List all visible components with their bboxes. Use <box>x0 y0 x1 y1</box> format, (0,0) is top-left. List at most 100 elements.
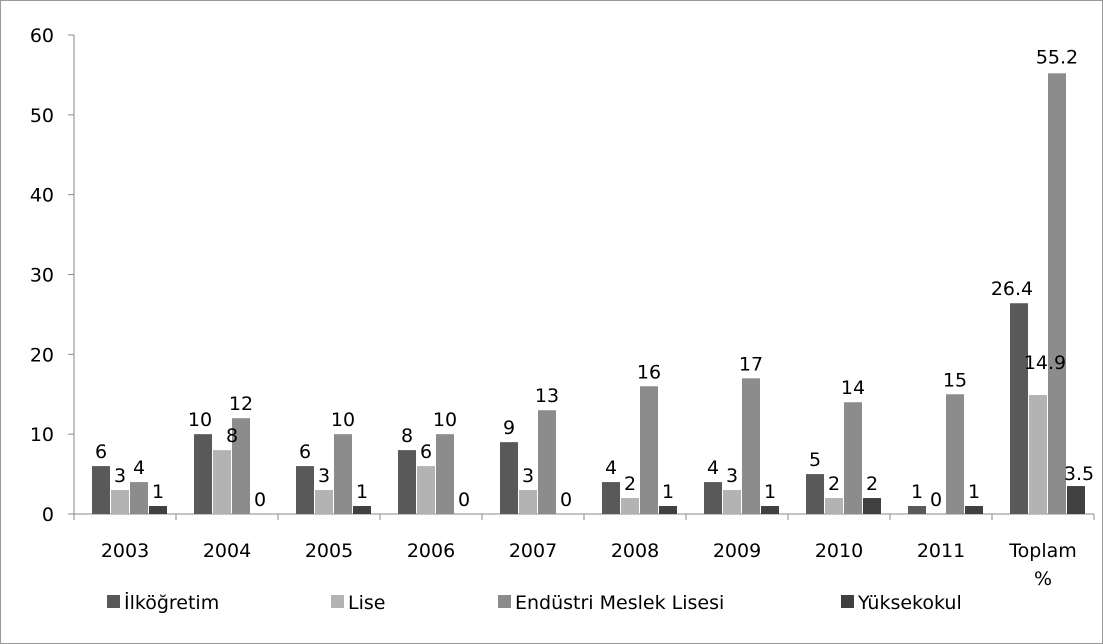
data-label: 1 <box>356 481 368 503</box>
x-tick-label: Toplam% <box>1008 540 1077 590</box>
legend-item: Endüstri Meslek Lisesi <box>498 592 724 614</box>
bar <box>232 418 250 514</box>
bar <box>353 506 371 514</box>
data-label: 0 <box>560 489 572 511</box>
data-label: 26.4 <box>991 278 1033 300</box>
y-tick-label: 20 <box>30 344 54 366</box>
bar <box>500 442 518 514</box>
data-label: 1 <box>968 481 980 503</box>
bar <box>1010 303 1028 514</box>
data-label: 12 <box>229 393 253 415</box>
bar <box>213 450 231 514</box>
x-tick-label: 2008 <box>611 540 659 562</box>
x-tick-label: 2011 <box>917 540 965 562</box>
data-label: 10 <box>433 409 457 431</box>
data-label: 6 <box>299 441 311 463</box>
bar <box>602 482 620 514</box>
data-label: 17 <box>739 353 763 375</box>
data-label: 10 <box>188 409 212 431</box>
data-label: 55.2 <box>1036 46 1078 68</box>
data-label: 2 <box>828 473 840 495</box>
bar <box>334 434 352 514</box>
bar <box>1029 395 1047 514</box>
bar <box>723 490 741 514</box>
legend-item: Yüksekokul <box>841 592 962 614</box>
y-tick-label: 60 <box>30 25 54 47</box>
data-label: 3 <box>318 465 330 487</box>
legend-label: Lise <box>348 592 385 614</box>
legend-label: Endüstri Meslek Lisesi <box>515 592 724 614</box>
bar <box>825 498 843 514</box>
data-label: 2 <box>624 473 636 495</box>
data-label: 8 <box>401 425 413 447</box>
legend-swatch <box>841 595 854 608</box>
x-tick-label: 2003 <box>101 540 149 562</box>
data-label: 1 <box>152 481 164 503</box>
data-label: 5 <box>809 449 821 471</box>
bar <box>621 498 639 514</box>
data-label: 8 <box>226 425 238 447</box>
data-label: 6 <box>95 441 107 463</box>
bar <box>92 466 110 514</box>
bar <box>315 490 333 514</box>
data-label: 13 <box>535 385 559 407</box>
data-label: 16 <box>637 361 661 383</box>
legend-swatch <box>107 595 120 608</box>
data-label: 6 <box>420 441 432 463</box>
bar <box>519 490 537 514</box>
data-label: 14 <box>841 377 865 399</box>
bar <box>1067 486 1085 514</box>
bar <box>417 466 435 514</box>
x-tick-label: 2005 <box>305 540 353 562</box>
data-label: 3.5 <box>1064 463 1094 485</box>
legend-swatch <box>331 595 344 608</box>
bar <box>640 386 658 514</box>
bar <box>844 402 862 514</box>
data-label: 2 <box>866 473 878 495</box>
data-label: 14.9 <box>1024 352 1066 374</box>
bar <box>965 506 983 514</box>
data-label: 10 <box>331 409 355 431</box>
data-label: 15 <box>943 369 967 391</box>
y-axis: 0 10 20 30 40 50 60 <box>30 25 75 526</box>
bar <box>538 410 556 514</box>
x-tick-label: 2006 <box>407 540 455 562</box>
data-label: 1 <box>911 481 923 503</box>
data-label: 3 <box>114 465 126 487</box>
x-tick-label: 2009 <box>713 540 761 562</box>
x-tick-label: 2010 <box>815 540 863 562</box>
bar <box>659 506 677 514</box>
x-tick-label: 2007 <box>509 540 557 562</box>
bar <box>130 482 148 514</box>
x-axis: 2003 2004 2005 2006 2007 2008 2009 2010 2011 Topl… <box>73 513 1095 590</box>
data-label: 3 <box>726 465 738 487</box>
data-label: 4 <box>605 457 617 479</box>
y-tick-label: 50 <box>30 105 54 127</box>
data-label: 0 <box>458 489 470 511</box>
data-label: 0 <box>930 489 942 511</box>
bar <box>863 498 881 514</box>
data-label: 4 <box>707 457 719 479</box>
data-label: 0 <box>254 489 266 511</box>
data-label: 1 <box>662 481 674 503</box>
legend-label: Yüksekokul <box>857 592 962 614</box>
legend-swatch <box>498 595 511 608</box>
y-tick-label: 30 <box>30 265 54 287</box>
legend-item: Lise <box>331 592 385 614</box>
bar <box>111 490 129 514</box>
legend-label: İlköğretim <box>124 591 219 614</box>
bar <box>761 506 779 514</box>
bars <box>92 73 1085 514</box>
x-tick-label: 2004 <box>203 540 251 562</box>
bar <box>296 466 314 514</box>
y-tick-label: 0 <box>42 504 54 526</box>
bar <box>1048 73 1066 514</box>
data-label: 9 <box>503 417 515 439</box>
bar <box>806 474 824 514</box>
bar <box>742 378 760 514</box>
data-label: 4 <box>133 457 145 479</box>
legend: İlköğretim Lise Endüstri Meslek Lisesi Yüks… <box>107 591 962 614</box>
